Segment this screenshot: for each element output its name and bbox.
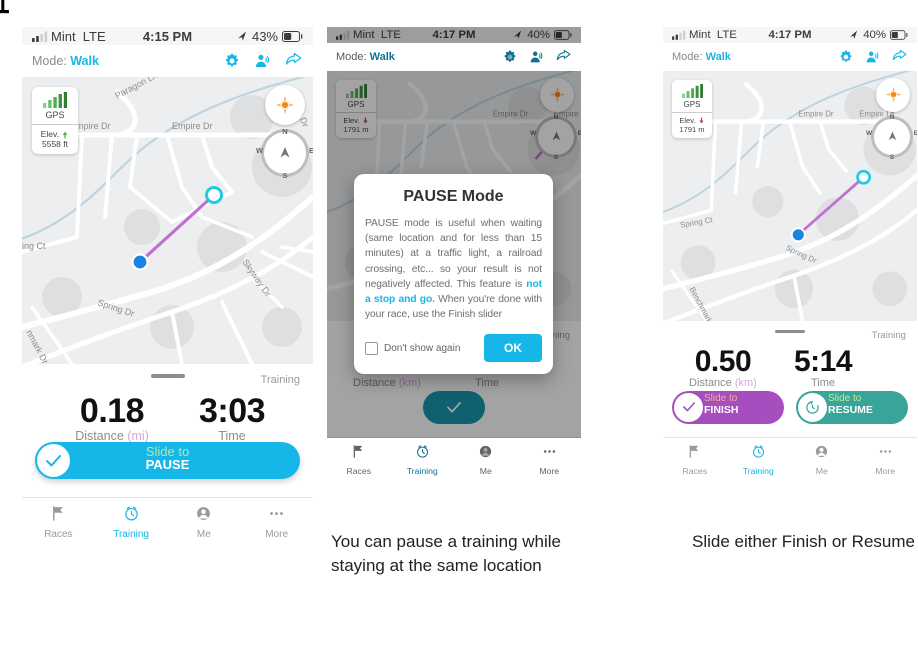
svg-text:Empire Dr: Empire Dr (172, 121, 213, 131)
svg-text:ing Ct: ing Ct (22, 241, 46, 251)
svg-text:Empire Dr: Empire Dr (493, 109, 529, 118)
svg-text:Empire Dr: Empire Dr (798, 109, 834, 118)
